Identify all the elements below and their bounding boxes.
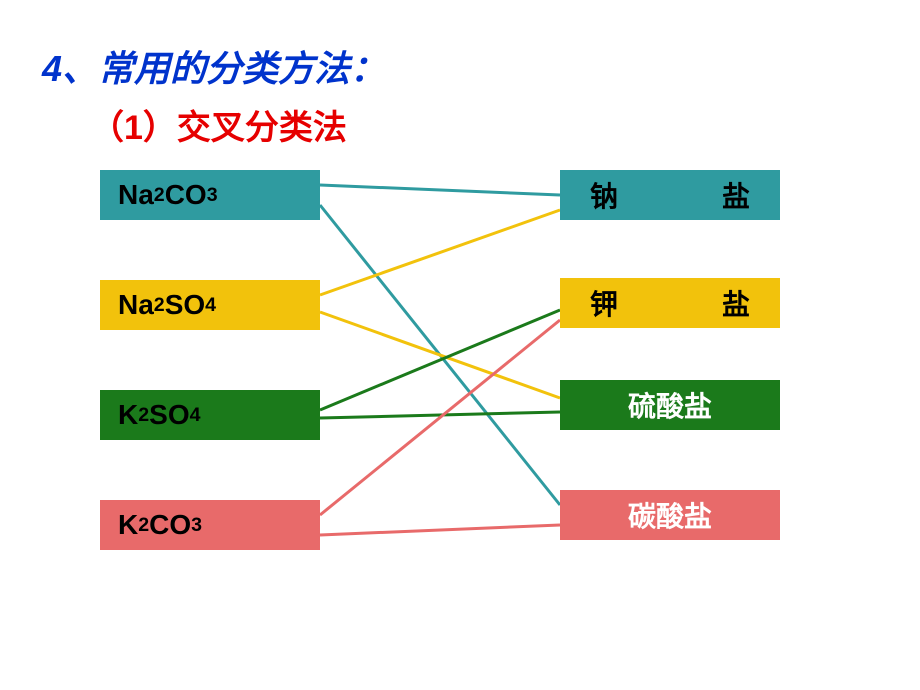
line-k2so4-to-sulfate [320, 412, 560, 418]
line-k2co3-to-carbonate [320, 525, 560, 535]
formula-box-k2co3: K2CO3 [100, 500, 320, 550]
formula-box-na2so4: Na2SO4 [100, 280, 320, 330]
formula-box-k2so4: K2SO4 [100, 390, 320, 440]
category-box-sulfate: 硫酸盐 [560, 380, 780, 430]
subtitle: （1）交叉分类法 [90, 100, 347, 149]
category-box-k-salt: 钾盐 [560, 278, 780, 328]
formula-box-na2co3: Na2CO3 [100, 170, 320, 220]
line-na2so4-to-na-salt [320, 210, 560, 295]
category-box-carbonate: 碳酸盐 [560, 490, 780, 540]
main-title: 4、常用的分类方法： [42, 40, 386, 92]
line-k2co3-to-k-salt [320, 320, 560, 515]
line-k2so4-to-k-salt [320, 310, 560, 410]
category-box-na-salt: 钠盐 [560, 170, 780, 220]
line-na2co3-to-na-salt [320, 185, 560, 195]
line-na2co3-to-carbonate [320, 205, 560, 505]
line-na2so4-to-sulfate [320, 312, 560, 398]
